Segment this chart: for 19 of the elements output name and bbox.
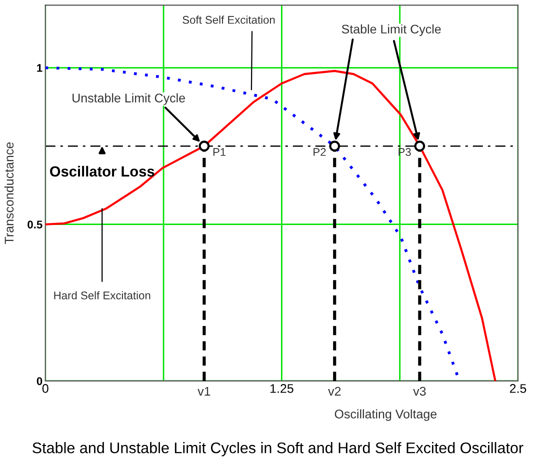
y-axis-title: Transconductance: [4, 142, 14, 244]
annotation: P1: [213, 148, 226, 156]
annotation: v3: [413, 386, 426, 396]
y-tick-label: 0.5: [28, 220, 42, 228]
x-tick-label: 2.5: [510, 384, 526, 393]
annotation: Soft Self Excitation: [182, 16, 275, 24]
annotation: v1: [198, 386, 210, 396]
text: Stable and Unstable Limit Cycles in Soft and Hard Self Excited Oscillator: [32, 442, 524, 456]
annotation: P2: [314, 148, 326, 156]
y-tick-label: 0: [36, 377, 42, 386]
x-tick-label: 1.25: [270, 384, 294, 393]
annotation: Unstable Limit Cycle: [72, 93, 185, 105]
x-axis-title: Oscillating Voltage: [334, 409, 437, 421]
annotation: Hard Self Excitation: [54, 291, 150, 300]
annotation: Stable Limit Cycle: [342, 24, 441, 36]
annotation: v2: [328, 386, 341, 396]
annotation: Oscillator Loss: [50, 166, 154, 177]
y-tick-label: 1: [37, 64, 42, 72]
x-tick-label: 0: [42, 384, 48, 393]
